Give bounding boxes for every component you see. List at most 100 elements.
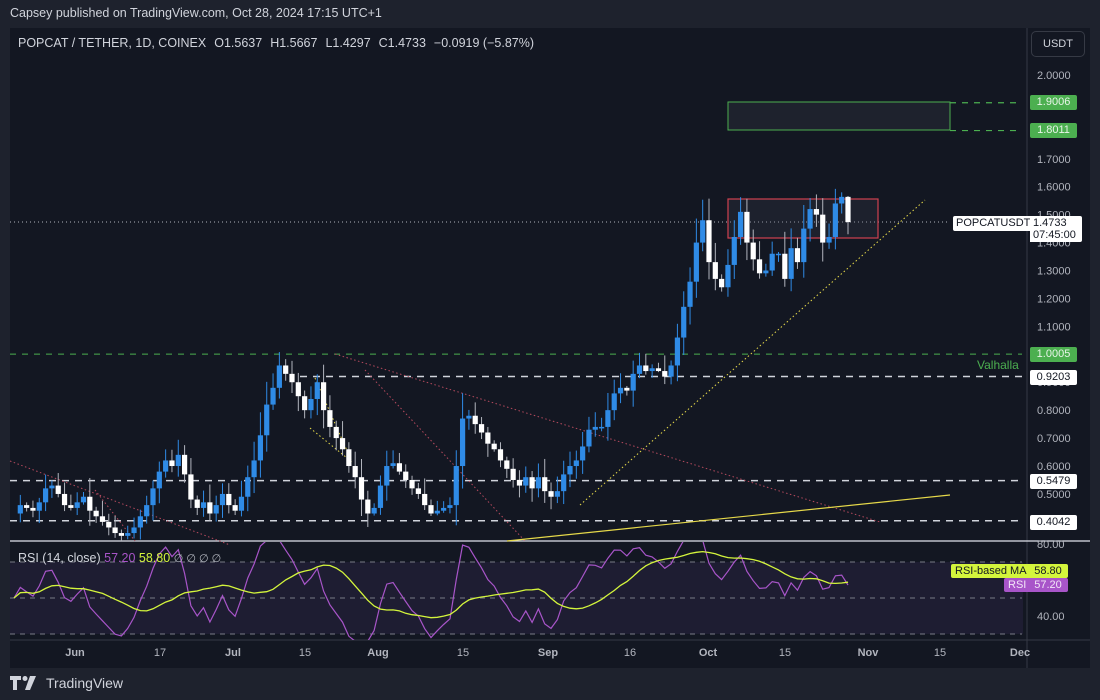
bearish-candle[interactable] [415,488,421,494]
bearish-candle[interactable] [61,493,68,506]
bullish-candle[interactable] [245,477,251,497]
bullish-candle[interactable] [276,365,282,388]
bearish-candle[interactable] [68,505,74,508]
symbol-title[interactable]: POPCAT / TETHER, 1D, COINEX [18,36,207,50]
bullish-candle[interactable] [567,466,573,475]
bearish-candle[interactable] [232,505,238,511]
bearish-candle[interactable] [510,468,516,480]
bullish-candle[interactable] [611,393,617,411]
bullish-candle[interactable] [775,253,782,256]
bullish-candle[interactable] [49,485,55,489]
bearish-candle[interactable] [719,278,725,288]
bearish-candle[interactable] [118,533,125,536]
bullish-candle[interactable] [308,398,314,411]
bearish-candle[interactable] [93,510,99,517]
bearish-candle[interactable] [409,479,415,489]
bullish-candle[interactable] [769,253,775,271]
bearish-candle[interactable] [624,387,630,391]
bullish-candle[interactable] [725,264,731,288]
bullish-candle[interactable] [523,477,529,486]
bullish-candle[interactable] [693,242,699,282]
descending-trendline[interactable] [94,489,136,542]
descending-trendline[interactable] [364,369,526,542]
bearish-candle[interactable] [396,463,403,472]
bearish-candle[interactable] [112,527,118,534]
bullish-candle[interactable] [251,460,257,478]
bullish-candle[interactable] [598,426,605,429]
bearish-candle[interactable] [289,373,295,383]
bearish-candle[interactable] [226,493,232,506]
bullish-candle[interactable] [219,493,226,506]
bullish-candle[interactable] [700,220,706,243]
bearish-candle[interactable] [181,454,188,475]
bullish-candle[interactable] [371,507,377,514]
bearish-candle[interactable] [542,477,548,492]
bullish-candle[interactable] [554,491,560,497]
bullish-candle[interactable] [441,507,447,511]
ascending-trendline[interactable] [579,199,926,506]
bullish-candle[interactable] [74,502,80,508]
bullish-candle[interactable] [42,488,49,503]
bearish-candle[interactable] [813,209,820,215]
bearish-candle[interactable] [169,460,175,467]
bearish-candle[interactable] [504,460,510,469]
bullish-candle[interactable] [200,502,207,508]
bearish-candle[interactable] [30,507,36,511]
bullish-candle[interactable] [592,426,598,430]
bullish-candle[interactable] [144,505,150,517]
bullish-candle[interactable] [636,365,643,374]
currency-unit-button[interactable]: USDT [1031,31,1085,57]
bullish-candle[interactable] [832,203,838,237]
bullish-candle[interactable] [390,463,396,467]
rsi-title[interactable]: RSI (14, close) [18,551,101,565]
bearish-candle[interactable] [497,449,504,461]
bullish-candle[interactable] [238,496,245,511]
bearish-candle[interactable] [403,471,409,480]
bullish-candle[interactable] [668,365,674,377]
bullish-candle[interactable] [156,471,162,489]
bearish-candle[interactable] [516,479,523,486]
bearish-candle[interactable] [744,211,750,243]
bearish-candle[interactable] [302,396,308,411]
bullish-candle[interactable] [459,418,466,467]
bullish-candle[interactable] [731,236,737,265]
bullish-candle[interactable] [674,337,681,366]
bearish-candle[interactable] [782,253,788,279]
tradingview-footer[interactable]: TradingView [10,675,123,691]
bullish-candle[interactable] [681,306,687,338]
bullish-candle[interactable] [535,477,542,489]
bearish-candle[interactable] [327,410,333,427]
bullish-candle[interactable] [314,382,320,399]
bullish-candle[interactable] [466,415,472,419]
bullish-candle[interactable] [264,404,270,436]
bullish-candle[interactable] [801,228,807,263]
bearish-candle[interactable] [422,493,428,506]
small-trendline[interactable] [314,377,353,463]
bullish-candle[interactable] [257,435,264,461]
bearish-candle[interactable] [820,214,826,243]
bullish-candle[interactable] [630,373,636,391]
bullish-candle[interactable] [826,236,832,243]
bullish-candle[interactable] [687,281,693,307]
bullish-candle[interactable] [434,510,440,514]
bearish-candle[interactable] [365,499,371,514]
bullish-candle[interactable] [175,454,181,467]
bearish-candle[interactable] [24,505,30,508]
bearish-candle[interactable] [87,496,93,511]
descending-trendline[interactable] [9,460,231,546]
bullish-candle[interactable] [763,270,769,274]
bullish-candle[interactable] [586,429,592,447]
chart-panel[interactable] [10,28,1090,668]
bearish-candle[interactable] [358,477,365,500]
bullish-candle[interactable] [17,505,23,514]
bearish-candle[interactable] [491,443,497,450]
bullish-candle[interactable] [573,460,579,467]
bullish-candle[interactable] [125,533,131,536]
bearish-candle[interactable] [485,432,491,444]
bearish-candle[interactable] [655,368,662,372]
bullish-candle[interactable] [384,466,390,486]
bullish-candle[interactable] [377,485,384,508]
bullish-candle[interactable] [80,496,87,503]
bearish-candle[interactable] [339,438,346,450]
